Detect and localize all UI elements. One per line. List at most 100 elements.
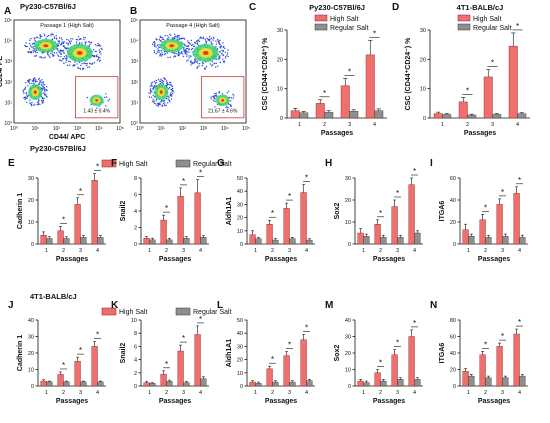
- event-dot: [184, 44, 186, 47]
- event-dot: [218, 56, 220, 58]
- event-dot: [25, 96, 27, 98]
- event-dot: [219, 43, 221, 46]
- chart-panel-i: I 0 20 40 60 ITGA6 Passages 1 2 * 3 * 4 *: [430, 158, 528, 263]
- y-tick-label: 40: [450, 198, 456, 204]
- event-dot: [78, 61, 81, 64]
- event-dot: [163, 77, 165, 79]
- bar-regular-salt: [149, 239, 156, 245]
- event-dot: [61, 50, 63, 52]
- event-dot: [24, 88, 26, 90]
- event-dot: [94, 55, 96, 57]
- event-dot: [186, 60, 188, 62]
- x-tick-label: 1: [45, 390, 48, 396]
- bar-regular-salt: [80, 237, 87, 245]
- event-dot: [160, 36, 163, 39]
- event-dot: [181, 37, 184, 40]
- bar-regular-salt: [414, 232, 421, 245]
- event-dot: [77, 36, 80, 38]
- event-dot: [154, 82, 157, 85]
- bar-regular-salt: [306, 380, 313, 387]
- bar-regular-salt: [502, 377, 509, 387]
- significance-star: *: [396, 189, 399, 198]
- event-dot: [74, 61, 76, 63]
- legend-label-regular: Regular Salt: [193, 161, 232, 168]
- event-dot: [171, 89, 173, 91]
- event-dot: [159, 46, 161, 49]
- event-dot: [164, 77, 166, 80]
- event-dot: [214, 106, 216, 108]
- event-dot: [34, 77, 36, 79]
- event-dot: [63, 41, 66, 43]
- event-dot: [161, 38, 163, 41]
- event-dot: [44, 35, 46, 37]
- event-dot: [227, 106, 229, 109]
- event-dot: [222, 42, 224, 44]
- event-dot: [208, 38, 210, 40]
- event-dot: [25, 82, 27, 84]
- event-dot: [28, 48, 31, 50]
- event-dot: [211, 43, 214, 45]
- event-dot: [32, 80, 34, 82]
- x-tick-label: 10⁰: [10, 126, 18, 132]
- event-dot: [70, 40, 72, 42]
- event-dot: [180, 37, 183, 39]
- y-tick-label: 0: [423, 116, 426, 122]
- significance-star: *: [182, 334, 185, 343]
- density-peak: [76, 50, 83, 55]
- event-dot: [153, 86, 156, 88]
- event-dot: [232, 97, 234, 99]
- event-dot: [149, 85, 152, 87]
- event-dot: [194, 58, 196, 60]
- event-dot: [196, 43, 199, 45]
- event-dot: [178, 52, 180, 54]
- event-dot: [64, 47, 66, 49]
- event-dot: [29, 42, 31, 45]
- event-dot: [233, 95, 235, 97]
- bar-high-salt: [160, 373, 167, 387]
- y-tick-label: 30: [28, 176, 34, 182]
- event-dot: [34, 39, 36, 42]
- csc-gate: [75, 76, 119, 119]
- event-dot: [190, 39, 192, 42]
- event-dot: [57, 40, 59, 42]
- event-dot: [25, 97, 27, 99]
- x-tick-label: 4: [96, 390, 99, 396]
- event-dot: [29, 78, 32, 81]
- event-dot: [32, 46, 34, 48]
- bar-regular-salt: [183, 238, 190, 245]
- event-dot: [164, 102, 166, 104]
- y-tick-label: 40: [237, 331, 243, 337]
- event-dot: [38, 102, 40, 105]
- bar-regular-salt: [255, 383, 262, 387]
- event-dot: [69, 42, 72, 45]
- event-dot: [96, 54, 98, 56]
- x-tick-label: 10⁵: [116, 126, 124, 132]
- bar-regular-salt: [272, 381, 279, 387]
- event-dot: [195, 59, 197, 61]
- event-dot: [188, 55, 190, 57]
- x-axis-label: Passages: [478, 256, 510, 263]
- chart-panel-d: D 4T1-BALB/cJ High Salt Regular Salt 0 10 20 30…: [392, 2, 530, 137]
- bar-regular-salt: [485, 237, 492, 245]
- bar-regular-salt: [63, 381, 70, 387]
- bar-regular-salt: [363, 382, 370, 387]
- x-tick-label: 2: [323, 122, 326, 128]
- bar-regular-salt: [46, 381, 53, 387]
- event-dot: [212, 95, 214, 98]
- legend-label-high: High Salt: [119, 309, 147, 316]
- significance-star: *: [323, 89, 326, 98]
- y-axis-label: Aldh1A1: [226, 197, 233, 226]
- event-dot: [39, 103, 41, 106]
- bar-high-salt: [91, 179, 98, 245]
- legend-swatch-regular: [314, 23, 328, 31]
- event-dot: [183, 48, 185, 50]
- significance-star: *: [305, 324, 308, 333]
- event-dot: [72, 38, 74, 40]
- event-dot: [157, 105, 159, 107]
- event-dot: [205, 66, 208, 68]
- x-tick-label: 2: [271, 390, 274, 396]
- event-dot: [65, 54, 67, 57]
- y-tick-label: 10: [345, 220, 351, 226]
- event-dot: [182, 55, 185, 58]
